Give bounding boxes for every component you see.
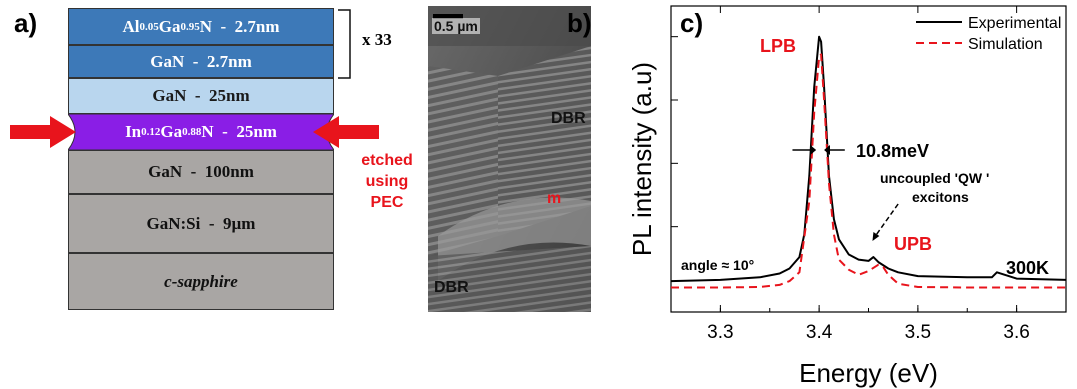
layer-gan-100: GaN - 100nm — [68, 150, 334, 194]
sem-label-m: m — [547, 190, 562, 207]
repeat-label: x 33 — [362, 30, 392, 49]
layer-algan: Al 0.05 Ga 0.95 N - 2.7nm — [68, 8, 334, 45]
layer-ingan-shape — [68, 114, 334, 150]
repeat-bracket-icon — [338, 9, 351, 79]
annot-fwhm: 10.8meV — [856, 141, 930, 161]
exciton-leader-line — [874, 203, 899, 237]
sapphire-label: c-sapphire — [164, 271, 238, 291]
annot-uncoupled-1: uncoupled 'QW ' — [880, 170, 990, 186]
ingan-sub2: 0.88 — [182, 126, 202, 138]
annot-uncoupled-2: excitons — [912, 189, 969, 205]
fwhm-arrowhead-right — [824, 145, 830, 155]
annot-temp: 300K — [1006, 258, 1050, 278]
series-line-simulation — [671, 53, 1066, 289]
sem-label-dbr-top: DBR — [551, 110, 586, 127]
layer-ingan: In 0.12 Ga 0.88 N - 25nm — [68, 114, 334, 150]
ingan-prefix: In — [125, 122, 142, 141]
sem-image — [428, 6, 591, 312]
ingan-suffix: N - 25nm — [201, 122, 277, 141]
gan-100-label: GaN - 100nm — [148, 162, 254, 181]
fwhm-arrowhead-left — [810, 145, 817, 155]
algan-mid: Ga — [158, 16, 181, 36]
algan-sub2: 0.95 — [180, 20, 200, 33]
x-tick-label: 3.3 — [707, 322, 733, 343]
algan-sub1: 0.05 — [139, 20, 159, 33]
etch-arrow-right-icon — [313, 116, 379, 148]
panel-b-letter: b) — [567, 8, 592, 38]
scale-bar-label: 0.5 µm — [432, 18, 480, 34]
layer-gan-25: GaN - 25nm — [68, 78, 334, 114]
y-axis-label: PL intensity (a.u) — [627, 62, 657, 256]
etch-note-line-2: using — [365, 173, 409, 190]
x-tick-label: 3.4 — [806, 322, 833, 343]
layer-gan-thin: GaN - 2.7nm — [68, 45, 334, 78]
annot-angle: angle ≈ 10° — [681, 257, 755, 273]
x-axis-label: Energy (eV) — [799, 358, 938, 388]
series-line-experimental — [670, 35, 1067, 283]
pl-spectrum-chart: 3.3 3.4 3.5 3.6 Energy (eV) PL intensity (a.u… — [627, 5, 1067, 388]
x-tick-label: 3.5 — [905, 322, 931, 343]
etch-note-line-3: PEC — [370, 194, 404, 211]
layer-gansi: GaN:Si - 9µm — [68, 194, 334, 253]
exciton-leader-arrowhead — [872, 232, 880, 241]
layer-sapphire: c-sapphire — [68, 253, 334, 310]
sem-micrograph — [428, 6, 591, 312]
panel-c-letter: c) — [680, 8, 704, 38]
gan-thin-label: GaN - 2.7nm — [150, 51, 252, 71]
etch-note: etched using PEC — [352, 150, 422, 213]
annot-lpb: LPB — [760, 36, 796, 56]
gansi-label: GaN:Si - 9µm — [146, 213, 256, 233]
algan-suffix: N - 2.7nm — [199, 16, 280, 36]
algan-prefix: Al — [122, 16, 140, 36]
gan-25-label: GaN - 25nm — [152, 86, 250, 105]
panel-a-letter: a) — [14, 8, 38, 38]
sem-label-dbr-bottom: DBR — [434, 279, 469, 296]
etch-arrow-left-icon — [10, 116, 76, 148]
legend-label: Simulation — [968, 36, 1043, 53]
annot-upb: UPB — [894, 234, 933, 254]
etch-note-line-1: etched — [361, 152, 413, 169]
ingan-sub1: 0.12 — [141, 126, 161, 138]
x-tick-label: 3.6 — [1003, 322, 1029, 343]
ingan-mid: Ga — [160, 122, 183, 141]
legend-label: Experimental — [968, 15, 1061, 32]
